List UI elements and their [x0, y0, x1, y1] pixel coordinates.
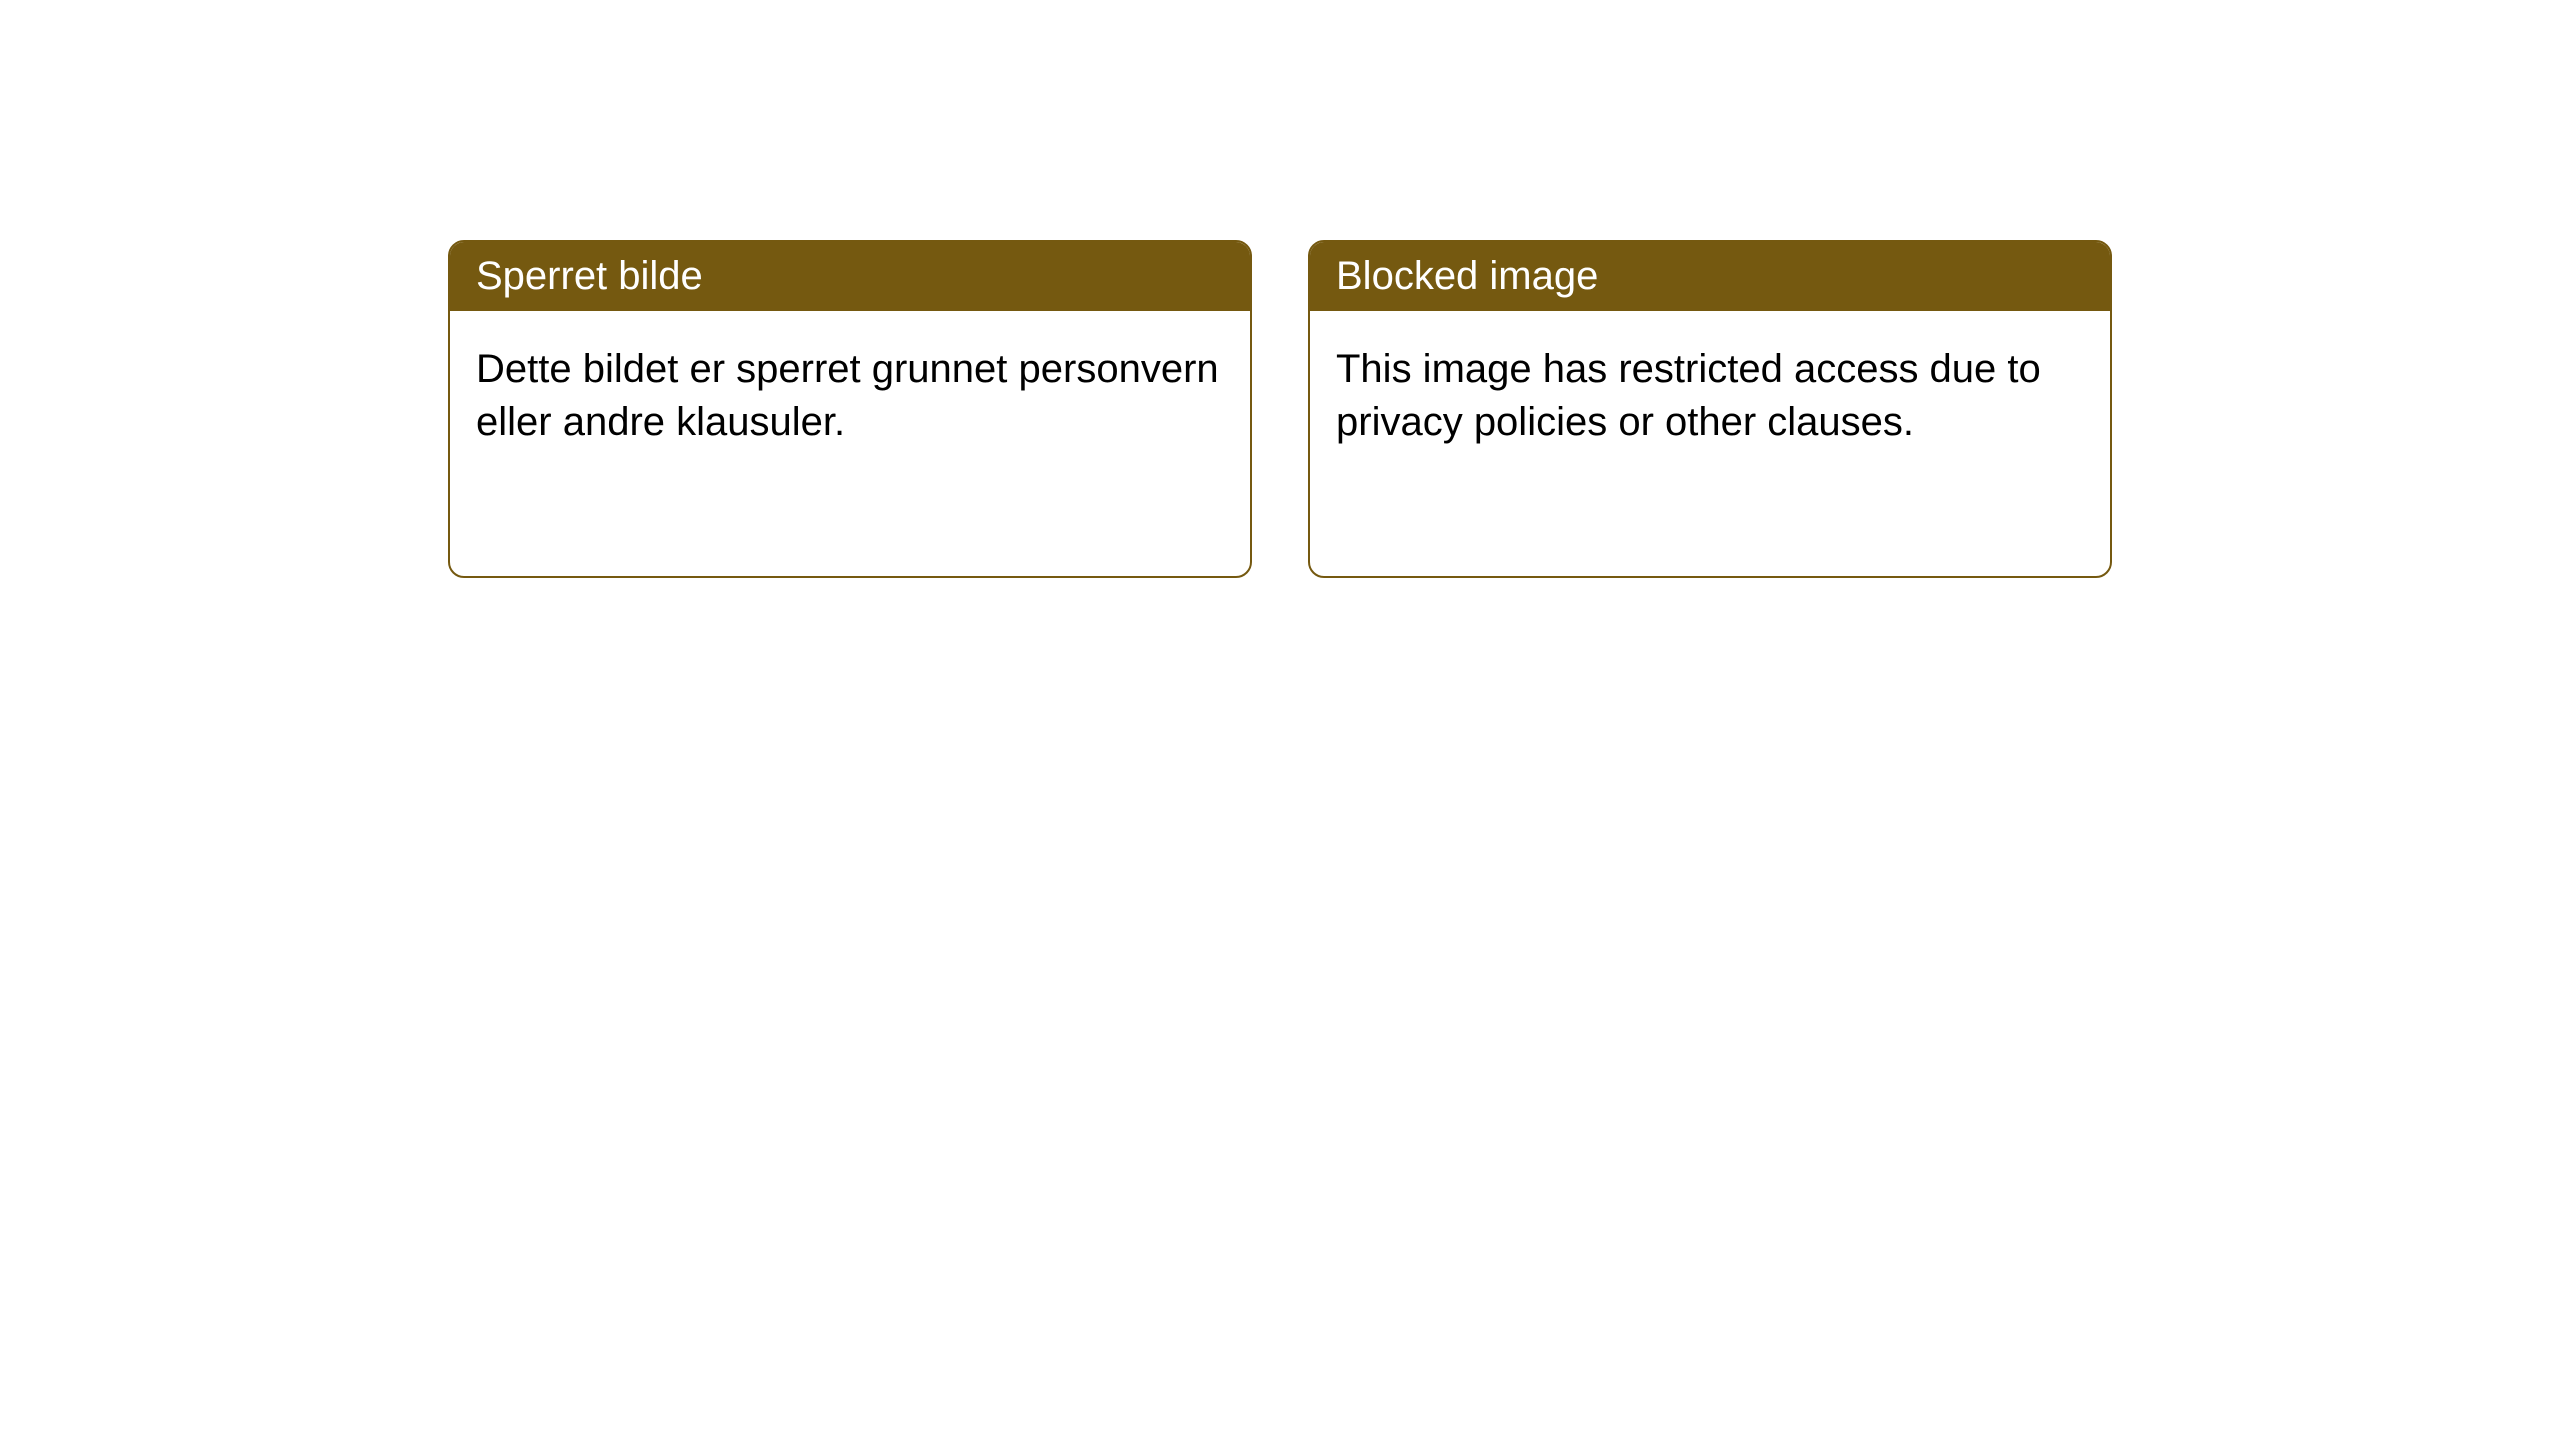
notice-card-title: Sperret bilde: [450, 242, 1250, 311]
notice-card-en: Blocked image This image has restricted …: [1308, 240, 2112, 578]
notice-card-no: Sperret bilde Dette bildet er sperret gr…: [448, 240, 1252, 578]
notice-card-title: Blocked image: [1310, 242, 2110, 311]
notice-card-body: This image has restricted access due to …: [1310, 311, 2110, 576]
notice-container: Sperret bilde Dette bildet er sperret gr…: [448, 240, 2112, 578]
notice-card-body: Dette bildet er sperret grunnet personve…: [450, 311, 1250, 576]
